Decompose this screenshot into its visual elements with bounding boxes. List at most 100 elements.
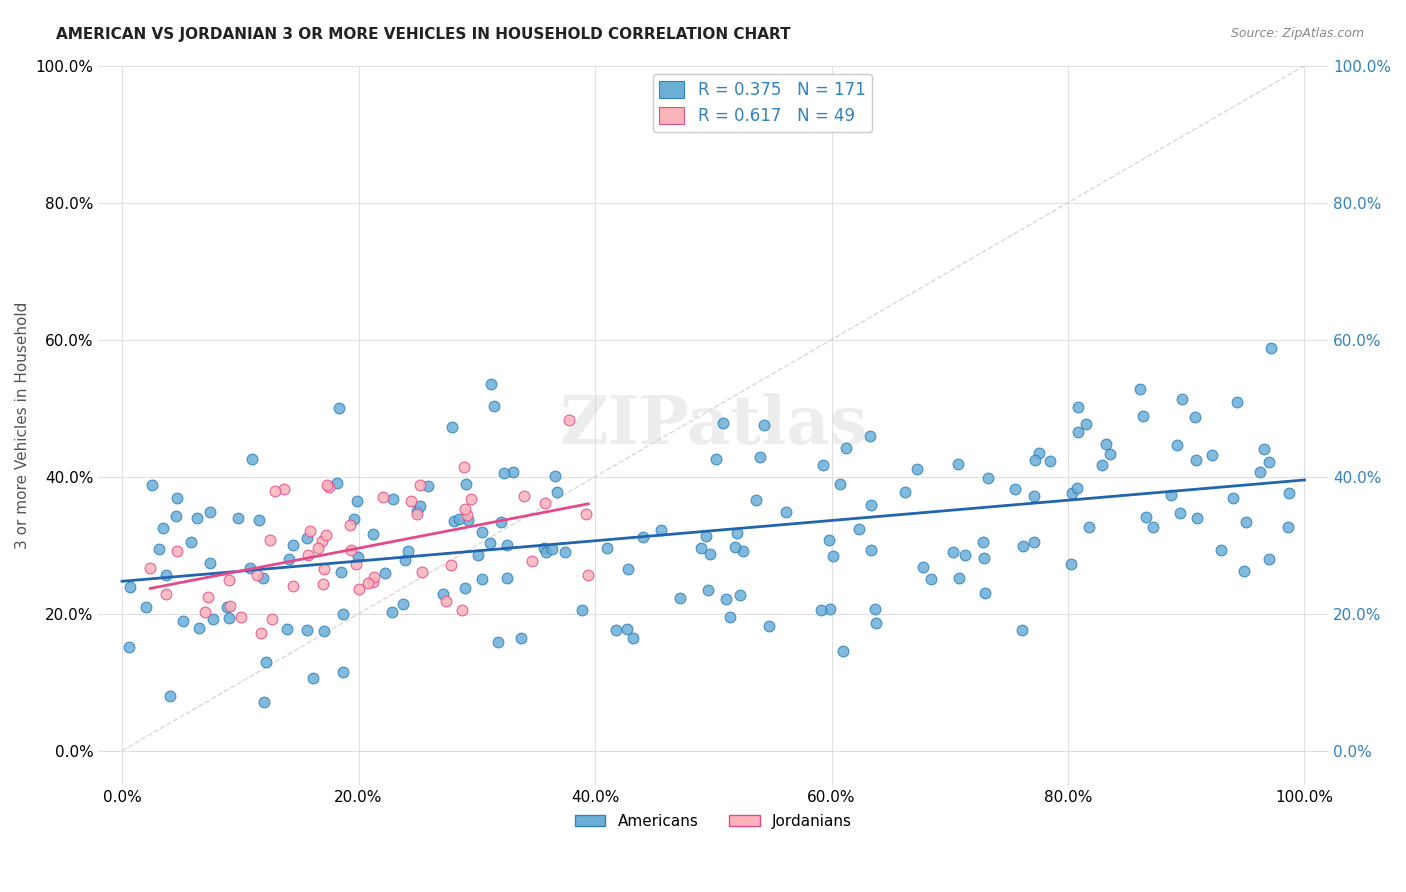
Americans [392, 597, 415, 611]
Americans [831, 644, 853, 658]
Americans [409, 499, 432, 513]
Americans [731, 544, 754, 558]
Jordanians [456, 508, 478, 522]
Jordanians [218, 573, 240, 587]
Americans [467, 548, 489, 562]
Jordanians [273, 482, 295, 496]
Americans [471, 524, 494, 539]
Jordanians [339, 542, 361, 557]
Jordanians [250, 625, 273, 640]
Americans [1066, 400, 1088, 414]
Americans [546, 485, 568, 500]
Jordanians [557, 413, 579, 427]
Americans [946, 457, 969, 471]
Americans [240, 452, 263, 467]
Americans [972, 535, 994, 549]
Americans [283, 538, 305, 552]
Jordanians [262, 611, 284, 625]
Jordanians [318, 479, 340, 493]
Americans [457, 513, 479, 527]
Americans [381, 605, 404, 619]
Americans [1132, 409, 1154, 423]
Jordanians [576, 567, 599, 582]
Americans [810, 603, 832, 617]
Americans [447, 512, 470, 526]
Americans [818, 602, 841, 616]
Americans [152, 520, 174, 534]
Americans [456, 477, 478, 491]
Jordanians [246, 568, 269, 582]
Jordanians [434, 593, 457, 607]
Americans [1211, 543, 1233, 558]
Americans [1233, 564, 1256, 578]
Jordanians [219, 599, 242, 613]
Jordanians [451, 602, 474, 616]
Americans [1004, 482, 1026, 496]
Americans [226, 510, 249, 524]
Jordanians [194, 605, 217, 619]
Jordanians [363, 574, 385, 589]
Jordanians [513, 489, 536, 503]
Americans [215, 600, 238, 615]
Americans [1098, 447, 1121, 461]
Americans [120, 580, 142, 594]
Americans [252, 571, 274, 585]
Americans [905, 461, 928, 475]
Americans [479, 377, 502, 392]
Americans [1011, 539, 1033, 553]
Jordanians [357, 576, 380, 591]
Americans [714, 591, 737, 606]
Americans [669, 591, 692, 605]
Americans [1039, 453, 1062, 467]
Americans [860, 542, 883, 557]
Americans [1091, 458, 1114, 473]
Americans [295, 624, 318, 638]
Jordanians [312, 562, 335, 576]
Americans [254, 656, 277, 670]
Americans [343, 512, 366, 526]
Americans [253, 695, 276, 709]
Americans [942, 544, 965, 558]
Jordanians [409, 478, 432, 492]
Americans [155, 568, 177, 582]
Americans [830, 477, 852, 491]
Americans [396, 544, 419, 558]
Americans [312, 624, 335, 639]
Jordanians [454, 501, 477, 516]
Americans [491, 515, 513, 529]
Jordanians [363, 569, 385, 583]
Jordanians [453, 459, 475, 474]
Jordanians [263, 483, 285, 498]
Legend: Americans, Jordanians: Americans, Jordanians [568, 808, 858, 835]
Americans [443, 514, 465, 528]
Americans [332, 665, 354, 679]
Americans [533, 541, 555, 555]
Americans [724, 540, 747, 554]
Americans [811, 458, 834, 473]
Americans [571, 602, 593, 616]
Jordanians [349, 582, 371, 596]
Americans [1062, 485, 1084, 500]
Americans [534, 545, 557, 559]
Americans [706, 452, 728, 467]
Jordanians [299, 524, 322, 538]
Americans [955, 548, 977, 562]
Americans [1160, 487, 1182, 501]
Text: Source: ZipAtlas.com: Source: ZipAtlas.com [1230, 27, 1364, 40]
Americans [973, 586, 995, 600]
Jordanians [406, 508, 429, 522]
Americans [218, 611, 240, 625]
Americans [541, 542, 564, 557]
Americans [695, 529, 717, 543]
Americans [1222, 491, 1244, 505]
Americans [1278, 485, 1301, 500]
Americans [502, 465, 524, 479]
Americans [453, 581, 475, 595]
Americans [159, 690, 181, 704]
Americans [295, 531, 318, 545]
Americans [973, 551, 995, 566]
Americans [863, 602, 886, 616]
Americans [486, 634, 509, 648]
Americans [775, 505, 797, 519]
Americans [510, 631, 533, 645]
